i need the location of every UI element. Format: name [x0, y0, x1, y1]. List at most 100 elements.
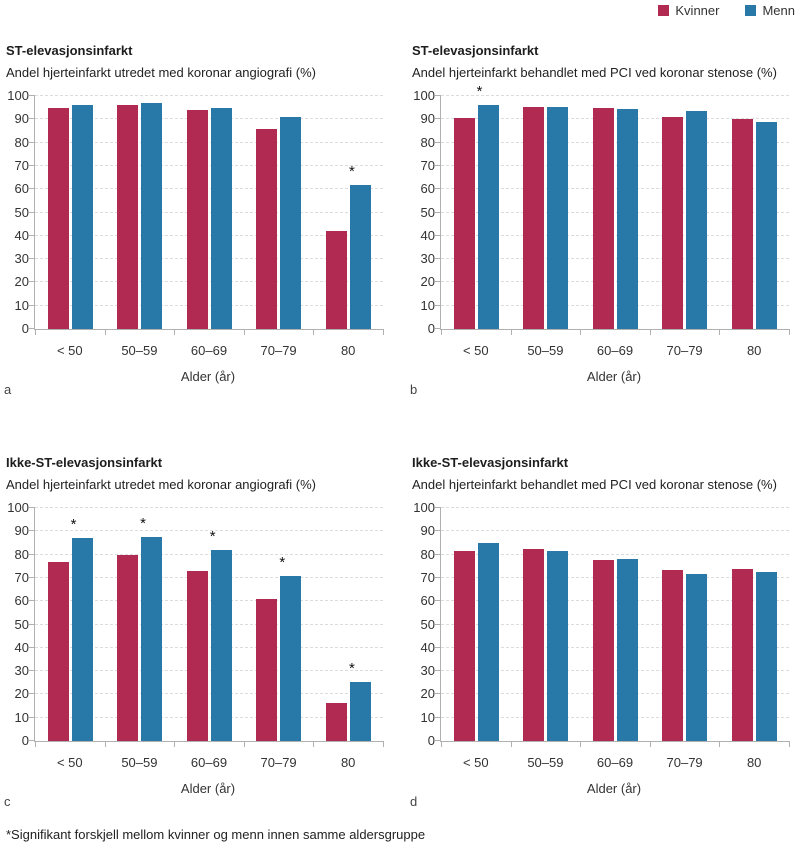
bar-kvinner — [453, 118, 475, 329]
significance-footnote: *Signifikant forskjell mellom kvinner og… — [6, 827, 426, 842]
y-axis-tick — [435, 234, 441, 236]
y-tick-label: 10 — [420, 297, 435, 313]
panel-subtitle: Andel hjerteinfarkt utredet med koronar … — [6, 65, 316, 80]
gridline — [441, 95, 789, 96]
bar-kvinner — [731, 119, 753, 329]
panel-letter: b — [410, 382, 418, 397]
panel-title: ST-elevasjonsinfarkt — [412, 42, 539, 58]
bar-menn — [141, 537, 163, 741]
bar-kvinner — [186, 109, 208, 329]
y-axis-tick — [29, 740, 35, 741]
y-axis-tick — [435, 623, 441, 625]
y-tick-label: 90 — [420, 523, 435, 539]
x-axis-tick — [580, 329, 582, 335]
gridline — [441, 623, 789, 625]
legend-item-menn: Menn — [745, 3, 795, 18]
gridline — [35, 623, 383, 625]
bar-kvinner — [731, 568, 753, 741]
gridline — [35, 716, 383, 718]
panel-title: Ikke-ST-elevasjonsinfarkt — [6, 454, 163, 470]
y-tick-label: 90 — [14, 523, 29, 539]
x-tick-label: 60–69 — [190, 343, 228, 358]
legend-item-kvinner: Kvinner — [658, 3, 719, 18]
gridline — [441, 188, 789, 190]
y-tick-label: 80 — [14, 134, 29, 150]
x-axis-tick — [789, 329, 790, 335]
y-axis-tick — [29, 281, 35, 283]
y-axis-tick — [29, 646, 35, 648]
y-axis-tick — [29, 164, 35, 166]
y-axis-tick — [435, 281, 441, 283]
bar-kvinner — [325, 231, 347, 329]
bar-menn — [71, 538, 93, 741]
panel-d-nstemi-pci: Ikke-ST-elevasjonsinfarkt Andel hjertein… — [410, 442, 800, 848]
y-tick-label: 70 — [14, 569, 29, 585]
gridline — [35, 258, 383, 260]
x-tick-label: 80 — [340, 343, 356, 358]
y-axis-tick — [435, 328, 441, 329]
panel-letter: c — [4, 794, 11, 809]
gridline — [35, 95, 383, 96]
y-axis-tick — [435, 141, 441, 143]
x-tick-label: 80 — [746, 343, 762, 358]
gridline — [35, 670, 383, 672]
y-tick-label: 10 — [14, 297, 29, 313]
gridline — [35, 234, 383, 236]
gridline — [35, 281, 383, 283]
y-axis-tick — [435, 507, 441, 508]
y-axis-tick — [29, 507, 35, 508]
bar-menn — [141, 103, 163, 329]
gridline — [441, 281, 789, 283]
bar-kvinner — [453, 551, 475, 741]
x-axis-tick — [313, 329, 315, 335]
x-tick-label: < 50 — [56, 755, 83, 770]
gridline — [441, 304, 789, 306]
gridline — [35, 576, 383, 578]
x-axis-tick — [510, 329, 512, 335]
y-axis-tick — [435, 646, 441, 648]
bar-kvinner — [592, 560, 614, 741]
x-axis-tick — [441, 741, 442, 747]
y-tick-label: 0 — [427, 733, 435, 748]
y-tick-label: 40 — [14, 639, 29, 655]
x-axis-tick — [580, 741, 582, 747]
x-axis-tick — [383, 741, 384, 747]
y-axis-tick — [29, 328, 35, 329]
y-axis-tick — [29, 95, 35, 96]
y-axis-tick — [435, 553, 441, 555]
y-tick-label: 80 — [420, 546, 435, 562]
gridline — [35, 693, 383, 695]
y-axis-tick — [29, 670, 35, 672]
y-axis-tick — [435, 188, 441, 190]
y-tick-label: 50 — [420, 616, 435, 632]
significance-asterisk: * — [348, 659, 355, 677]
y-axis-tick — [435, 530, 441, 532]
y-tick-label: 20 — [420, 686, 435, 702]
gridline — [441, 530, 789, 532]
x-tick-label: < 50 — [462, 755, 489, 770]
gridline — [441, 646, 789, 648]
y-axis-tick — [435, 670, 441, 672]
y-axis-tick — [435, 164, 441, 166]
y-axis-tick — [29, 530, 35, 532]
y-tick-label: 30 — [14, 663, 29, 679]
x-axis-tick — [243, 741, 245, 747]
y-tick-label: 90 — [14, 111, 29, 127]
legend-label-kvinner: Kvinner — [675, 3, 720, 18]
y-tick-label: 70 — [420, 157, 435, 173]
y-axis-tick — [29, 118, 35, 120]
y-tick-label: 30 — [420, 251, 435, 267]
bar-kvinner — [256, 598, 278, 741]
x-axis-tick — [313, 741, 315, 747]
y-tick-label: 60 — [420, 181, 435, 197]
y-tick-label: 20 — [14, 686, 29, 702]
bar-kvinner — [523, 106, 545, 329]
x-axis-tick — [719, 741, 721, 747]
x-tick-label: 80 — [746, 755, 762, 770]
bar-menn — [547, 106, 569, 329]
plot-area: 0 10 20 30 40 50 60 70 80 90 100 < 50 50–59 60–69 70–7… — [413, 500, 790, 770]
panel-c-nstemi-angiografi: Ikke-ST-elevasjonsinfarkt Andel hjertein… — [4, 442, 398, 848]
bar-kvinner — [117, 105, 139, 329]
bar-menn — [755, 572, 777, 741]
y-axis-tick — [29, 600, 35, 602]
